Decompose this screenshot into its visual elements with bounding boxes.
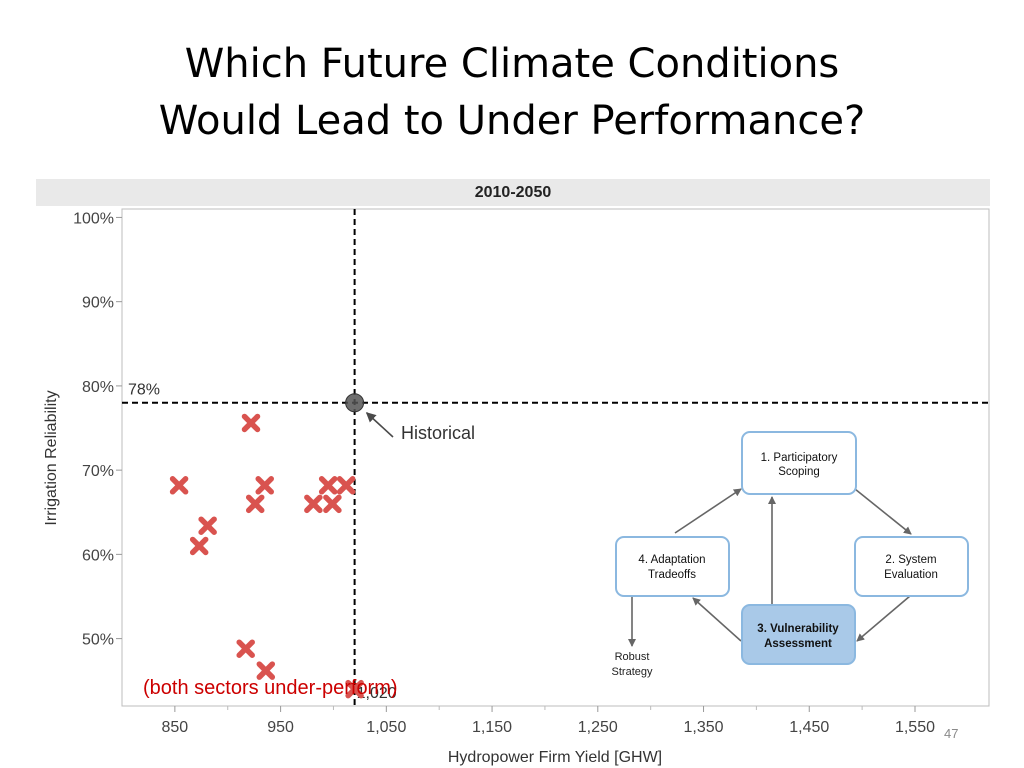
data-point xyxy=(198,516,217,535)
data-points xyxy=(169,413,364,699)
box-vulnerability-assessment: 3. Vulnerability Assessment xyxy=(741,604,856,665)
data-point xyxy=(169,476,189,495)
slide-title-line-1: Which Future Climate Conditions xyxy=(184,41,840,87)
annotation-text: (both sectors under-perform) xyxy=(143,677,398,699)
box-participatory-scoping: 1. Participatory Scoping xyxy=(741,431,857,495)
y-tick-label: 80% xyxy=(82,379,114,396)
process-diagram: 1. Participatory Scoping 2. System Evalu… xyxy=(612,431,969,678)
plot-area xyxy=(121,208,990,707)
arrow-1-to-2 xyxy=(854,488,912,535)
historical-marker-group: Historical xyxy=(345,393,475,443)
x-tick-label: 1,350 xyxy=(684,719,724,736)
panel-header: 2010-2050 xyxy=(36,179,990,206)
x-tick-label: 850 xyxy=(162,719,189,736)
y-tick-label: 60% xyxy=(82,547,114,564)
data-point xyxy=(255,476,274,495)
y-axis-title: Irrigation Reliability xyxy=(43,390,60,525)
data-point xyxy=(241,413,261,433)
x-tick-label: 1,050 xyxy=(366,719,406,736)
box-adaptation-tradeoffs: 4. Adaptation Tradeoffs xyxy=(615,536,730,597)
data-point xyxy=(304,494,323,514)
data-point xyxy=(336,476,356,495)
data-point xyxy=(323,494,342,514)
data-point xyxy=(189,536,209,556)
x-tick-label: 1,250 xyxy=(578,719,618,736)
data-point xyxy=(236,639,255,658)
box-1-line-1: 1. Participatory xyxy=(761,452,838,464)
x-axis: 850 950 1,050 1,150 1,250 1,350 1,450 1,550 xyxy=(162,706,935,736)
box-system-evaluation: 2. System Evaluation xyxy=(854,536,969,597)
x-tick-label: 1,150 xyxy=(472,719,512,736)
historical-pointer-arrow xyxy=(365,412,394,438)
arrow-2-to-3 xyxy=(856,595,911,642)
x-axis-title: Hydropower Firm Yield [GHW] xyxy=(448,749,662,766)
box-3-line-1: 3. Vulnerability xyxy=(757,623,839,635)
data-point xyxy=(245,494,265,514)
data-point xyxy=(345,679,364,699)
slide-number: 47 xyxy=(944,726,959,741)
box-2-line-1: 2. System xyxy=(885,554,936,566)
reference-y-label: 78% xyxy=(128,382,160,399)
slide-title-line-2: Would Lead to Under Performance? xyxy=(158,98,866,144)
data-point xyxy=(318,476,338,495)
reference-x-label: 1,020 xyxy=(357,685,397,702)
x-tick-label: 1,450 xyxy=(789,719,829,736)
y-axis: 100% 90% 80% 70% 60% 50% xyxy=(73,210,122,649)
reference-lines: 78% 1,020 xyxy=(122,209,989,706)
box-2-line-2: Evaluation xyxy=(884,569,938,581)
data-point xyxy=(256,661,276,680)
y-tick-label: 50% xyxy=(82,632,114,649)
y-tick-label: 90% xyxy=(82,295,114,312)
box-3-line-2: Assessment xyxy=(764,638,832,650)
box-1-line-2: Scoping xyxy=(778,466,820,478)
historical-marker xyxy=(345,393,365,413)
arrow-3-to-4 xyxy=(692,597,742,642)
x-tick-label: 950 xyxy=(267,719,294,736)
y-tick-label: 70% xyxy=(82,463,114,480)
historical-label: Historical xyxy=(401,423,475,443)
arrow-4-to-1 xyxy=(674,488,742,534)
box-4-line-2: Tradeoffs xyxy=(648,569,696,581)
robust-strategy-line-1: Robust xyxy=(615,651,650,663)
y-tick-label: 100% xyxy=(73,210,114,227)
robust-strategy-line-2: Strategy xyxy=(612,666,653,678)
x-tick-label: 1,550 xyxy=(895,719,935,736)
slide-title: Which Future Climate Conditions Would Le… xyxy=(0,36,1024,150)
box-4-line-1: 4. Adaptation xyxy=(638,554,705,566)
